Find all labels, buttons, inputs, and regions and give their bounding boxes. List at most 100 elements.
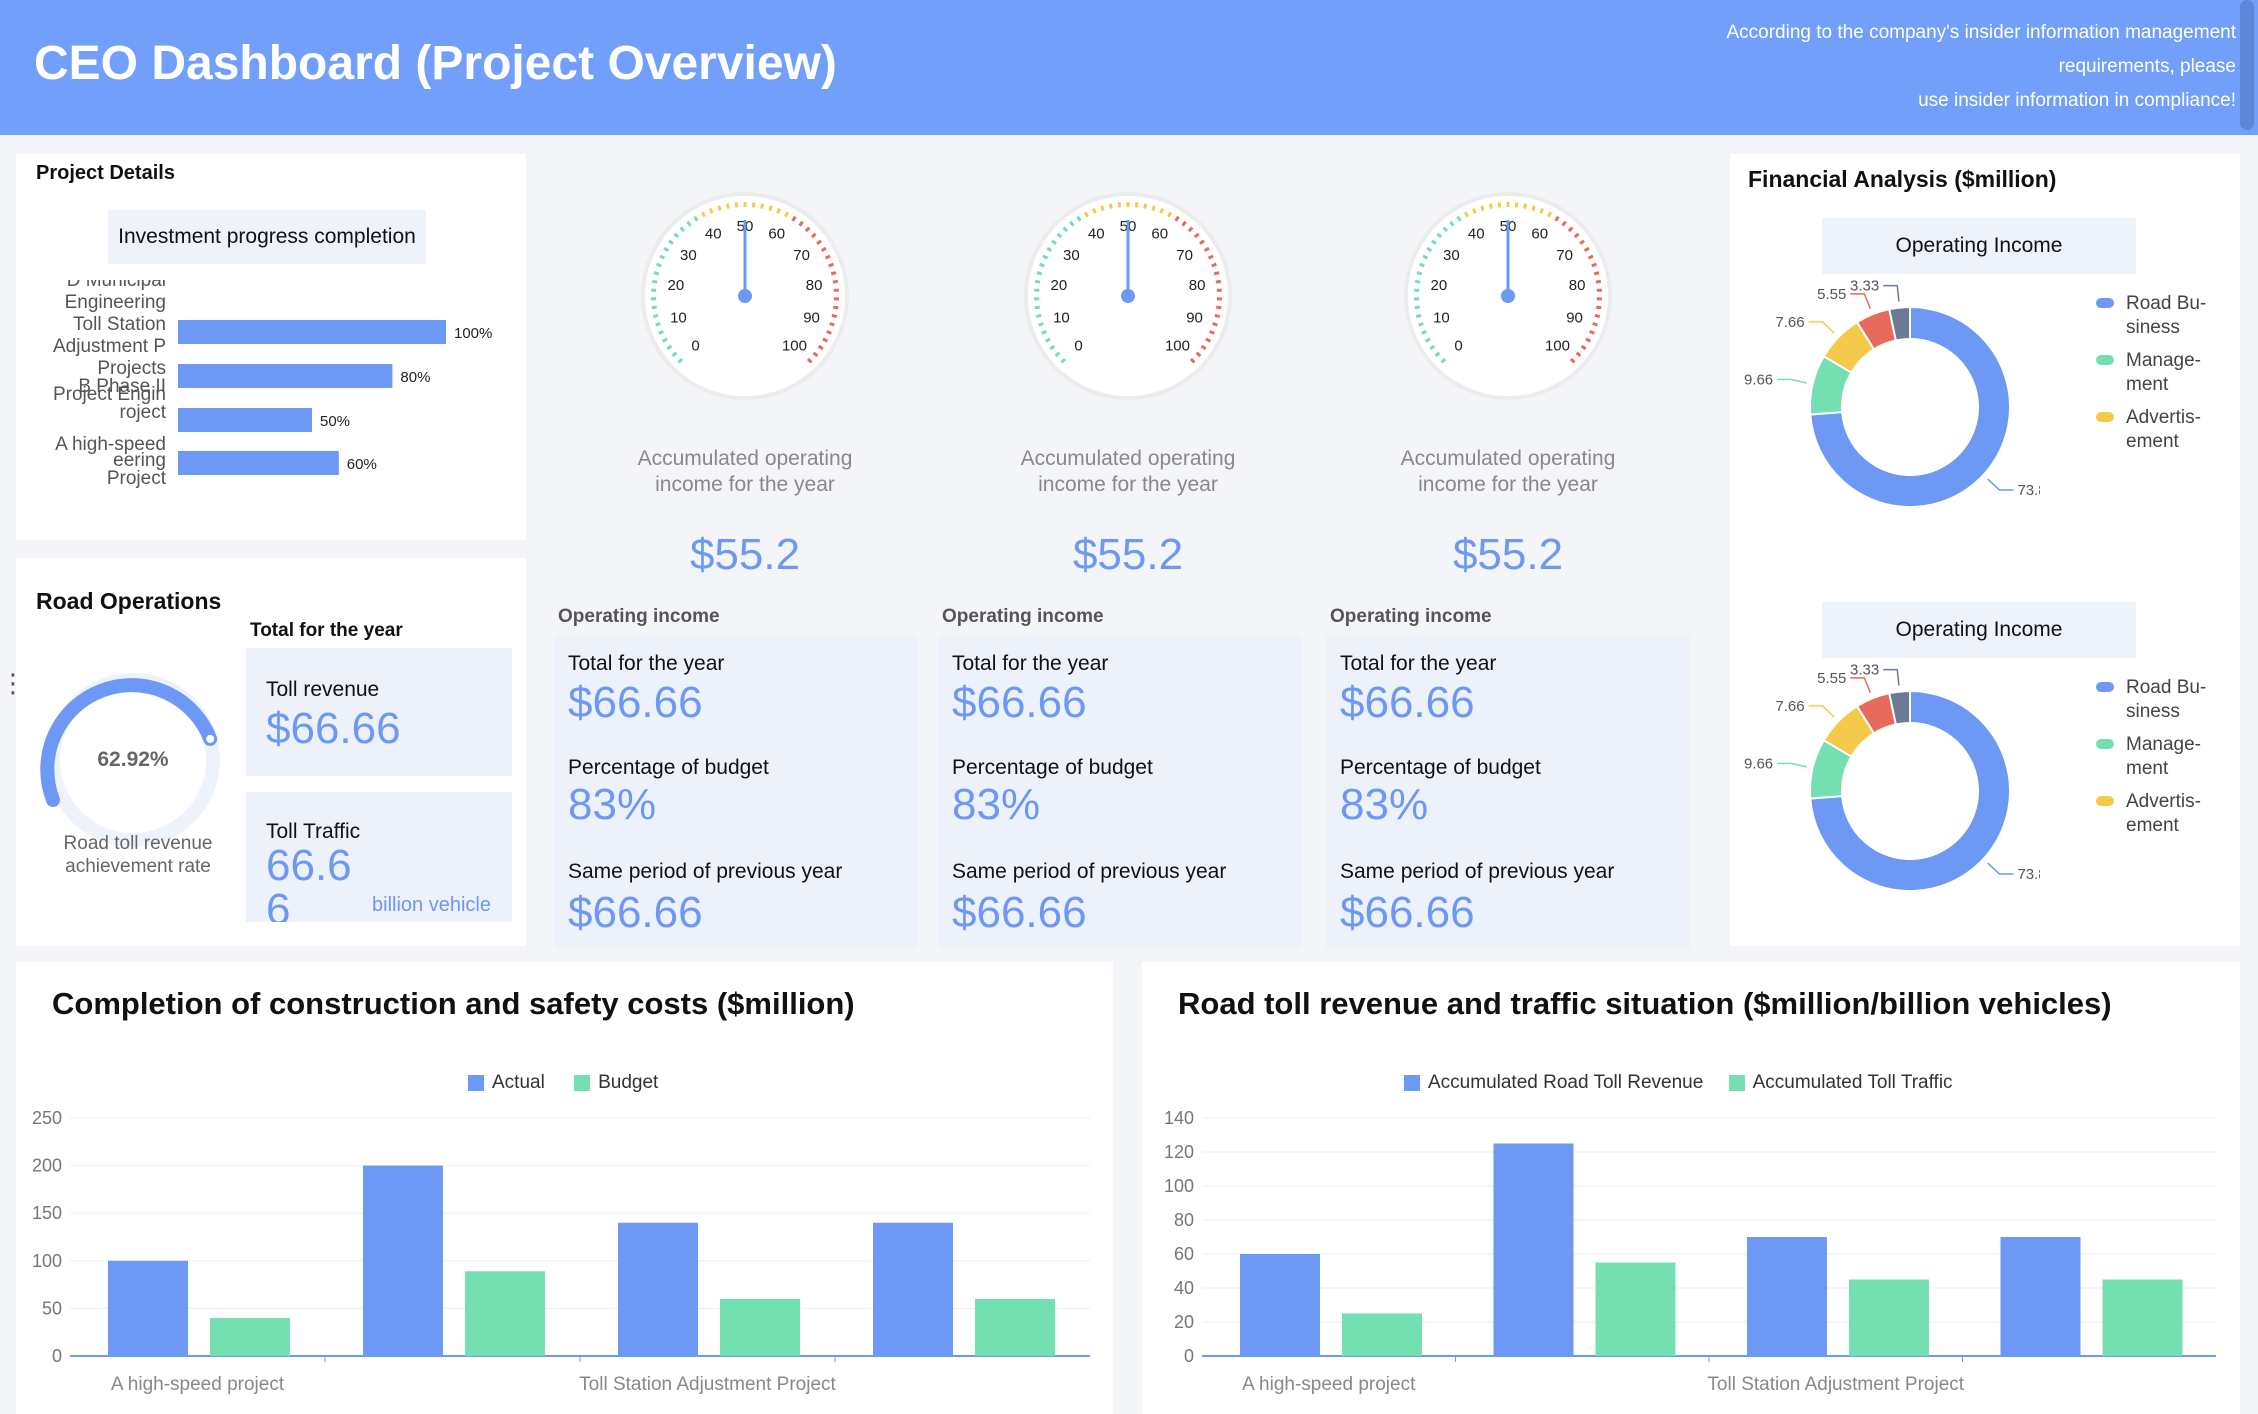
donut-legend-item[interactable]: Advertis-ement: [2096, 790, 2226, 836]
gauge-tick-label: 10: [1053, 310, 1070, 327]
legend-budget-label[interactable]: Budget: [598, 1072, 659, 1093]
gauge-tick: [1083, 211, 1089, 218]
gauge-tick: [831, 313, 838, 318]
donut-slice[interactable]: [1809, 305, 2011, 508]
progress-bar[interactable]: [178, 364, 393, 388]
bar-actual[interactable]: [873, 1222, 953, 1356]
gauge-tick: [1038, 322, 1044, 327]
toll-traffic-unit: billion vehicle: [372, 894, 491, 916]
gauge-tick: [1585, 337, 1592, 343]
donut-slice[interactable]: [1888, 689, 1911, 726]
legend-revenue-swatch: [1404, 1074, 1420, 1091]
progress-category-label: A high-speed: [55, 434, 166, 455]
page-scrollbar[interactable]: [2240, 0, 2254, 130]
progress-value-label: 60%: [347, 456, 377, 473]
gauge-tick: [1583, 246, 1590, 252]
bar-budget[interactable]: [975, 1298, 1055, 1356]
legend-actual-label[interactable]: Actual: [492, 1072, 545, 1093]
donut-value-label: 3.33: [1850, 662, 1879, 679]
previous-year-value: $66.66: [1340, 888, 1475, 937]
legend-revenue-label[interactable]: Accumulated Road Toll Revenue: [1428, 1072, 1704, 1093]
road-toll-chart: 0 20 40 60 80 100 120 140 A high-speed project To…: [1142, 1100, 2240, 1400]
gauge-svg: 0102030405060708090100: [1024, 192, 1232, 400]
gauge-tick: [1187, 226, 1194, 233]
bar-budget[interactable]: [210, 1317, 290, 1356]
progress-category-label: B Phase II: [78, 376, 166, 397]
operating-income-chip[interactable]: Operating Income: [1822, 218, 2136, 274]
gauge-tick-label: 80: [1189, 277, 1206, 294]
total-year-value: $66.66: [1340, 678, 1475, 727]
donut-value-label: 3.33: [1850, 278, 1879, 295]
gauge-tick: [1414, 305, 1420, 310]
panel-drag-handle[interactable]: ⋮: [0, 668, 26, 698]
progress-category-label: roject: [120, 402, 167, 423]
progress-bar[interactable]: [178, 408, 312, 432]
gauge-tick-label: 0: [691, 337, 699, 354]
bar-accumulated-toll-traffic[interactable]: [1595, 1262, 1676, 1357]
road-toll-legend: Accumulated Road Toll Revenue Accumulate…: [1404, 1072, 1953, 1094]
toll-traffic-card: Toll Traffic 66.6 6 billion vehicle: [246, 792, 512, 922]
gauge-tick-label: 60: [768, 226, 785, 243]
bar-accumulated-road-toll-revenue[interactable]: [2000, 1237, 2081, 1356]
donut-svg: 73.8 9.66 7.66 5.553.33: [1744, 278, 2047, 508]
donut-leader: [1777, 378, 1807, 384]
bar-actual[interactable]: [108, 1260, 188, 1356]
donut-legend-item[interactable]: Advertis-ement: [2096, 406, 2226, 452]
gauge-tick: [826, 329, 832, 335]
x-axis-label: Toll Station Adjustment Project: [1707, 1374, 1964, 1395]
bar-budget[interactable]: [465, 1271, 545, 1356]
gauge-tick: [816, 239, 822, 245]
bar-accumulated-road-toll-revenue[interactable]: [1240, 1254, 1320, 1356]
bar-actual[interactable]: [363, 1165, 443, 1356]
donut-slice[interactable]: [1809, 689, 2011, 892]
donut-legend-item[interactable]: Manage-ment: [2096, 733, 2226, 781]
bar-budget[interactable]: [720, 1298, 800, 1356]
progress-bar[interactable]: [178, 320, 446, 344]
gauge-tick: [1575, 351, 1582, 358]
donut-legend-item[interactable]: Road Bu-siness: [2096, 676, 2226, 724]
y-tick-label: 200: [32, 1156, 62, 1176]
operating-income-card: Total for the year $66.66 Percentage of bu…: [938, 636, 1302, 948]
bar-accumulated-toll-traffic[interactable]: [2102, 1279, 2183, 1357]
legend-traffic-label[interactable]: Accumulated Toll Traffic: [1752, 1072, 1953, 1093]
donut-legend: Road Bu-siness Manage-ment Advertis-ement R…: [2096, 676, 2226, 836]
gauge-tick-label: 20: [1051, 277, 1068, 294]
gauge-tick: [1195, 351, 1202, 358]
legend-line-1: Manage-: [2126, 734, 2201, 755]
y-tick-label: 50: [42, 1298, 62, 1318]
bar-accumulated-road-toll-revenue[interactable]: [1747, 1237, 1827, 1356]
donut-value-label: 73.8: [2017, 866, 2040, 883]
progress-bar[interactable]: [178, 451, 339, 475]
bar-accumulated-road-toll-revenue[interactable]: [1493, 1143, 1574, 1357]
gauge-svg: 0102030405060708090100: [1404, 192, 1612, 400]
gauge-tick: [709, 208, 714, 214]
gauge-tick: [1205, 337, 1212, 343]
donut-leader: [1777, 762, 1807, 768]
bar-accumulated-toll-traffic[interactable]: [1342, 1313, 1422, 1357]
gauge-tick: [1049, 344, 1056, 351]
gauge-tick: [655, 322, 661, 327]
gauge-tick: [1587, 254, 1594, 260]
gauge-caption: Accumulated operating income for the year: [595, 446, 895, 498]
donut-legend-item[interactable]: Road Bu-siness: [2096, 292, 2226, 340]
operating-card-heading: Operating income: [1330, 606, 1492, 627]
progress-category-label: D Municipal: [67, 280, 166, 291]
toll-traffic-label: Toll Traffic: [266, 820, 361, 843]
y-tick-label: 140: [1164, 1108, 1194, 1128]
operating-income-chip[interactable]: Operating Income: [1822, 602, 2136, 658]
donut-slice[interactable]: [1888, 305, 1911, 342]
legend-line-2: ment: [2126, 758, 2169, 779]
construction-costs-chart: 0 50 100 150 200 250 A high-speed project Toll …: [16, 1100, 1113, 1400]
bar-actual[interactable]: [618, 1222, 698, 1356]
header-bar: [0, 0, 2258, 135]
gauge-tick: [1594, 313, 1601, 318]
bar-accumulated-toll-traffic[interactable]: [1849, 1279, 1929, 1357]
gauge-tick: [804, 226, 811, 233]
donut-leader: [1850, 293, 1872, 309]
construction-legend: Actual Budget: [468, 1072, 658, 1094]
operating-income-card: Total for the year $66.66 Percentage of bu…: [554, 636, 918, 948]
gauge-tick: [760, 203, 765, 209]
donut-legend-item[interactable]: Manage-ment: [2096, 349, 2226, 397]
gauge-tick: [833, 305, 839, 310]
investment-progress-chip[interactable]: Investment progress completion: [108, 210, 426, 264]
